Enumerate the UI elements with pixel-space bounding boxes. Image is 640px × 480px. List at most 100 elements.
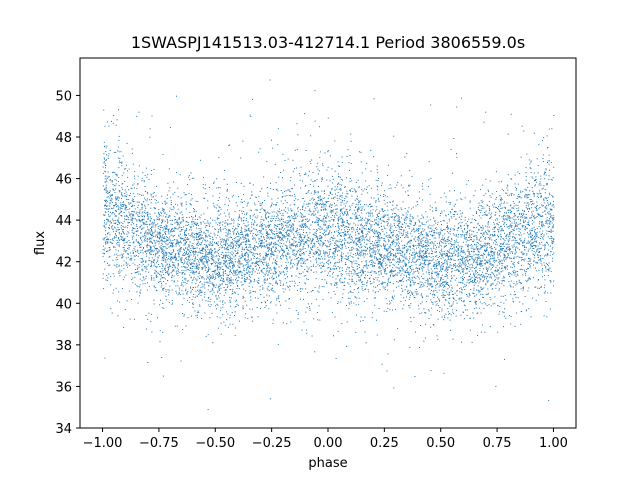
data-point (403, 277, 405, 279)
data-point (305, 224, 307, 226)
data-point (276, 216, 278, 218)
data-point (503, 258, 505, 260)
data-point (183, 238, 185, 240)
data-point (392, 267, 394, 269)
data-point (543, 287, 545, 289)
data-point (240, 226, 242, 228)
data-point (180, 285, 182, 286)
data-point (319, 251, 321, 253)
data-point (196, 251, 197, 253)
data-point (341, 184, 343, 186)
data-point (467, 230, 469, 232)
data-point (177, 260, 179, 261)
data-point (400, 207, 402, 209)
data-point (481, 254, 483, 256)
data-point (106, 208, 108, 210)
data-point (261, 223, 263, 225)
data-point (232, 218, 234, 220)
data-point (109, 197, 111, 199)
data-point (369, 271, 371, 273)
data-point (447, 225, 448, 227)
data-point (131, 257, 133, 259)
data-point (199, 238, 200, 240)
data-point (145, 191, 146, 192)
data-point (384, 221, 386, 223)
data-point (548, 262, 550, 264)
data-point (336, 287, 338, 289)
data-point (313, 211, 315, 213)
data-point (271, 205, 272, 207)
data-point (195, 290, 197, 292)
data-point (179, 237, 181, 239)
data-point (284, 200, 286, 202)
data-point (118, 197, 120, 199)
data-point (265, 233, 267, 234)
data-point (396, 243, 398, 245)
data-point (180, 197, 182, 199)
data-point (215, 261, 217, 263)
data-point (139, 226, 141, 228)
data-point (347, 257, 349, 259)
data-point (156, 215, 158, 217)
data-point (279, 231, 281, 232)
data-point (276, 204, 277, 205)
data-point (198, 311, 200, 313)
data-point (363, 226, 365, 228)
data-point (271, 139, 272, 141)
data-point (233, 256, 235, 258)
data-point (392, 213, 393, 215)
data-point (385, 228, 387, 230)
data-point (520, 251, 522, 253)
data-point (360, 209, 362, 211)
data-point (530, 262, 532, 264)
data-point (451, 238, 453, 240)
data-point (419, 347, 420, 348)
data-point (471, 218, 473, 220)
data-point (490, 245, 492, 247)
chart-title: 1SWASPJ141513.03-412714.1 Period 3806559… (131, 33, 525, 52)
data-point (350, 271, 352, 273)
data-point (452, 214, 454, 215)
data-point (190, 254, 192, 256)
data-point (397, 218, 399, 220)
data-point (111, 198, 113, 200)
data-point (401, 270, 403, 272)
data-point (264, 239, 266, 240)
data-point (151, 279, 153, 281)
data-point (373, 246, 375, 248)
data-point (435, 267, 437, 269)
data-point (154, 244, 156, 246)
data-point (159, 278, 161, 280)
data-point (492, 258, 494, 260)
data-point (110, 275, 112, 277)
data-point (490, 299, 492, 301)
data-point (280, 239, 282, 241)
data-point (163, 307, 165, 309)
data-point (457, 253, 459, 255)
data-point (323, 286, 325, 288)
data-point (170, 272, 172, 274)
data-point (522, 209, 524, 211)
data-point (163, 246, 165, 248)
data-point (477, 257, 479, 259)
data-point (370, 206, 372, 208)
data-point (102, 238, 104, 240)
data-point (210, 232, 212, 234)
data-point (356, 263, 358, 265)
data-point (422, 199, 424, 201)
data-point (310, 192, 312, 194)
data-point (402, 247, 404, 249)
data-point (456, 156, 458, 158)
data-point (351, 231, 353, 233)
data-point (535, 240, 537, 242)
data-point (532, 246, 533, 247)
data-point (162, 277, 164, 279)
data-point (252, 98, 253, 100)
data-point (170, 240, 172, 242)
data-point (146, 221, 148, 223)
data-point (107, 171, 109, 173)
data-point (205, 193, 207, 194)
data-point (335, 213, 337, 215)
data-point (310, 270, 312, 271)
data-point (435, 304, 437, 306)
